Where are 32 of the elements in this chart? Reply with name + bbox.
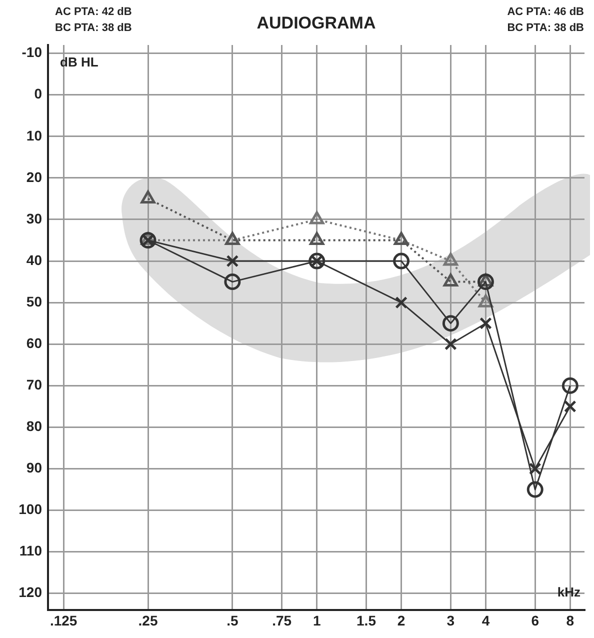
y-tick-label: 80 (26, 418, 42, 434)
x-tick-label: .75 (272, 612, 292, 628)
y-tick-label: 120 (18, 584, 42, 600)
y-tick-label: 0 (34, 86, 42, 102)
x-tick-label: 6 (531, 612, 540, 628)
x-tick-label: 4 (482, 612, 490, 628)
text: BC PTA: 38 dB (507, 22, 584, 34)
y-tick-label: 110 (19, 542, 42, 559)
y-tick-label: 40 (26, 252, 42, 268)
x-tick-label: 1.5 (356, 612, 376, 628)
y-tick-label: 10 (26, 127, 42, 144)
x-tick-label: 3 (446, 612, 455, 628)
x-tick-label: .125 (50, 612, 78, 628)
y-tick-label: 50 (26, 293, 42, 310)
x-tick-label: 8 (566, 612, 574, 628)
x-tick-label: .25 (138, 612, 158, 628)
text: AC PTA: 46 dB (507, 6, 584, 18)
x-axis-title: kHz (557, 584, 581, 600)
text: AC PTA: 42 dB (55, 6, 132, 18)
y-tick-label: 30 (26, 210, 42, 226)
y-tick-label: 70 (26, 376, 42, 393)
x-tick-label: 1 (312, 612, 321, 628)
chart-title: AUDIOGRAMA (256, 14, 376, 33)
y-tick-label: 60 (26, 334, 42, 351)
y-axis-title: dB HL (60, 54, 98, 70)
text: BC PTA: 38 dB (55, 22, 132, 34)
x-tick-label: 2 (397, 612, 406, 628)
y-tick-label: -10 (22, 44, 42, 60)
y-tick-label: 100 (18, 501, 42, 518)
y-tick-label: 90 (26, 460, 42, 476)
x-tick-label: .5 (226, 612, 238, 628)
y-tick-label: 20 (26, 168, 42, 185)
